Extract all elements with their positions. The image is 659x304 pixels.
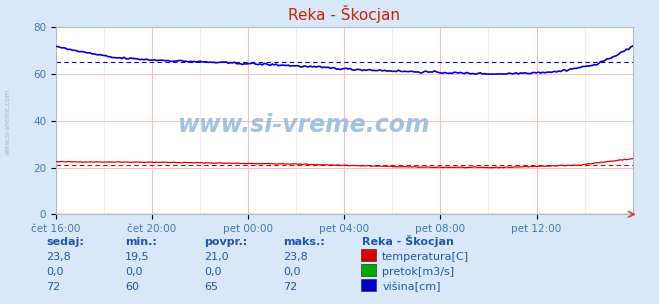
Text: povpr.:: povpr.: [204,237,248,247]
Text: višina[cm]: višina[cm] [382,282,441,292]
Text: 0,0: 0,0 [125,267,143,277]
Text: maks.:: maks.: [283,237,325,247]
Title: Reka - Škocjan: Reka - Škocjan [289,5,400,23]
Text: 0,0: 0,0 [204,267,222,277]
Text: 21,0: 21,0 [204,252,229,262]
Text: 60: 60 [125,282,139,292]
Text: sedaj:: sedaj: [46,237,84,247]
Text: temperatura[C]: temperatura[C] [382,252,469,262]
Text: 0,0: 0,0 [46,267,64,277]
Text: 72: 72 [283,282,298,292]
Text: 23,8: 23,8 [283,252,308,262]
Text: 0,0: 0,0 [283,267,301,277]
Text: pretok[m3/s]: pretok[m3/s] [382,267,454,277]
Text: www.si-vreme.com: www.si-vreme.com [178,112,430,136]
Text: 19,5: 19,5 [125,252,150,262]
Text: 65: 65 [204,282,218,292]
Text: Reka - Škocjan: Reka - Škocjan [362,235,454,247]
Text: www.si-vreme.com: www.si-vreme.com [5,88,11,155]
Text: min.:: min.: [125,237,157,247]
Text: 72: 72 [46,282,61,292]
Text: 23,8: 23,8 [46,252,71,262]
